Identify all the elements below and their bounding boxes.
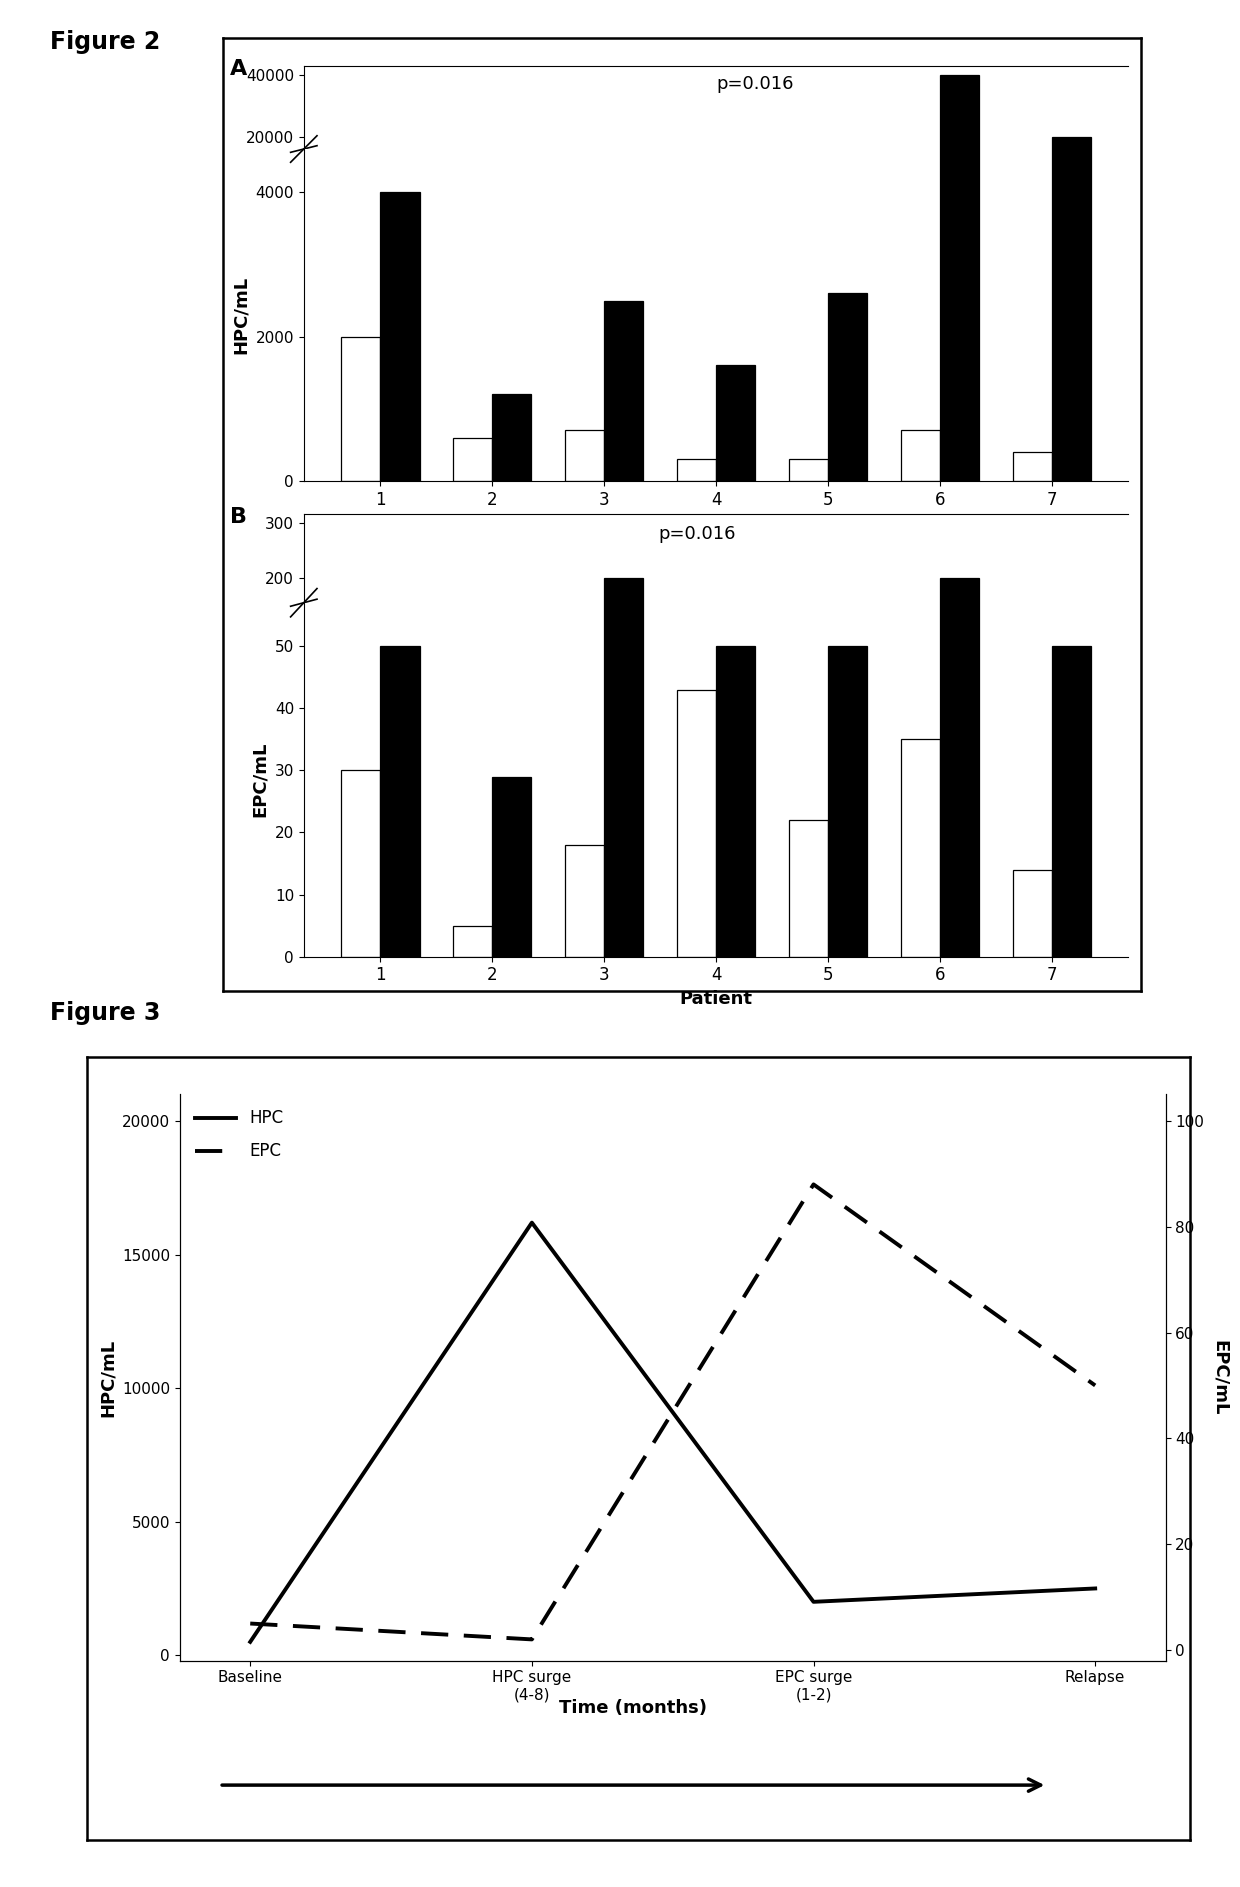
Bar	[341, 192, 381, 198]
Bar	[789, 821, 828, 957]
Y-axis label: HPC/mL: HPC/mL	[232, 276, 250, 355]
Text: p=0.016: p=0.016	[658, 525, 735, 543]
Text: A: A	[229, 58, 247, 79]
Bar	[565, 845, 604, 957]
Legend: HPC, EPC: HPC, EPC	[188, 1102, 290, 1168]
Bar	[677, 459, 717, 481]
Bar	[828, 660, 867, 689]
X-axis label: Patient: Patient	[680, 991, 753, 1008]
Bar	[1052, 136, 1091, 198]
Bar	[1052, 0, 1091, 481]
Bar	[381, 645, 419, 957]
Bar	[828, 292, 867, 481]
Bar	[381, 660, 419, 689]
Bar	[1052, 660, 1091, 689]
Bar	[717, 645, 755, 957]
Text: Figure 2: Figure 2	[50, 30, 160, 55]
Text: Time (months): Time (months)	[559, 1698, 707, 1717]
Bar	[565, 196, 604, 198]
Bar	[604, 0, 644, 957]
Bar	[900, 430, 940, 481]
Bar	[789, 459, 828, 481]
Bar	[453, 685, 492, 689]
Bar	[940, 75, 980, 198]
Bar	[717, 192, 755, 198]
Bar	[828, 191, 867, 198]
Bar	[341, 336, 381, 481]
Bar	[1013, 681, 1052, 689]
Bar	[789, 676, 828, 689]
Bar	[381, 192, 419, 481]
Bar	[828, 645, 867, 957]
Bar	[1013, 870, 1052, 957]
Bar	[565, 430, 604, 481]
Bar	[940, 0, 980, 957]
Bar	[341, 770, 381, 957]
Bar	[604, 300, 644, 481]
Bar	[677, 689, 717, 957]
Bar	[381, 187, 419, 198]
Bar	[604, 191, 644, 198]
Bar	[900, 196, 940, 198]
Bar	[940, 0, 980, 481]
Bar	[492, 394, 532, 481]
Bar	[717, 660, 755, 689]
Y-axis label: EPC/mL: EPC/mL	[252, 742, 269, 817]
Bar	[940, 577, 980, 689]
Bar	[453, 438, 492, 481]
Bar	[492, 777, 532, 957]
Y-axis label: HPC/mL: HPC/mL	[98, 1338, 117, 1417]
Bar	[341, 672, 381, 689]
Text: B: B	[229, 508, 247, 526]
Bar	[492, 194, 532, 198]
Bar	[492, 672, 532, 689]
Bar	[565, 679, 604, 689]
Bar	[900, 670, 940, 689]
Bar	[717, 366, 755, 481]
Text: p=0.016: p=0.016	[717, 75, 794, 92]
Bar	[1013, 453, 1052, 481]
Bar	[677, 664, 717, 689]
X-axis label: Patient: Patient	[680, 513, 753, 532]
Bar	[604, 577, 644, 689]
Bar	[1052, 645, 1091, 957]
Bar	[900, 740, 940, 957]
Bar	[453, 927, 492, 957]
Text: Figure 3: Figure 3	[50, 1002, 160, 1025]
Y-axis label: EPC/mL: EPC/mL	[1211, 1340, 1229, 1415]
